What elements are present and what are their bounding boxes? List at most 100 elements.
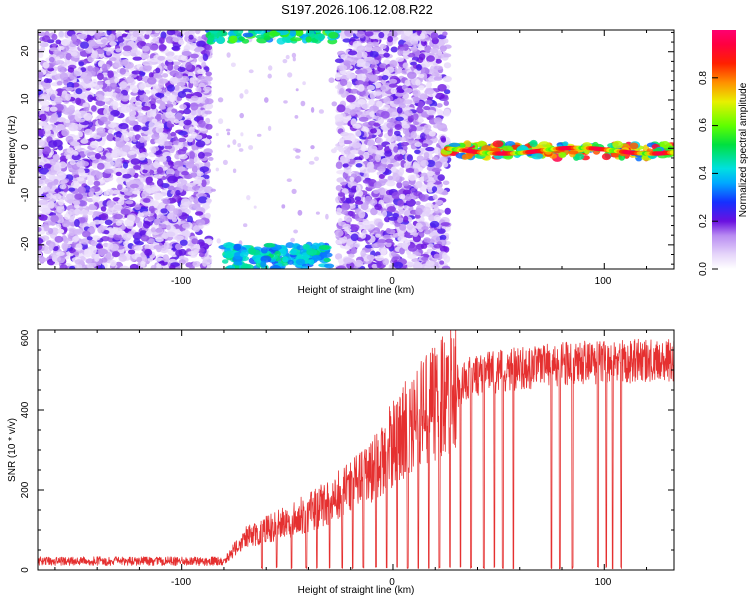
heatmap-cell [334, 58, 344, 63]
heatmap-cell [144, 33, 150, 40]
heatmap-cell [132, 30, 140, 38]
heatmap-cell [166, 120, 172, 128]
heatmap-cell [75, 243, 83, 251]
heatmap-cell [175, 71, 183, 79]
heatmap-cell [243, 223, 248, 228]
heatmap-cell [379, 187, 386, 196]
heatmap-cell [374, 154, 382, 163]
heatmap-cell [55, 251, 65, 256]
heatmap-cell [336, 121, 344, 126]
heatmap-cell [119, 67, 127, 75]
heatmap-cell [386, 66, 395, 73]
heatmap-cell [295, 88, 299, 92]
heatmap-cell [90, 52, 98, 59]
heatmap-cell [407, 244, 418, 252]
heatmap-cell [207, 156, 214, 161]
heatmap-cell [238, 148, 244, 152]
heatmap-cell [52, 193, 62, 200]
heatmap-cell [131, 70, 141, 75]
heatmap-cell [374, 203, 382, 210]
heatmap-cell [531, 153, 544, 160]
heatmap-cell [178, 130, 188, 136]
heatmap-cell [380, 84, 390, 92]
heatmap-cell [444, 207, 451, 215]
heatmap-cell [43, 225, 50, 232]
heatmap-cell [246, 195, 251, 201]
heatmap-cell [94, 254, 100, 262]
heatmap-cell [415, 79, 421, 86]
heatmap-cell [282, 256, 289, 263]
heatmap-cell [403, 99, 413, 105]
heatmap-cell [149, 44, 159, 51]
heatmap-cell [100, 39, 108, 44]
heatmap-cell [61, 129, 70, 137]
heatmap-cell [244, 89, 249, 95]
heatmap-cell [186, 135, 194, 143]
heatmap-cell [123, 137, 130, 142]
heatmap-cell [383, 52, 390, 58]
heatmap-cell [43, 221, 54, 226]
heatmap-cell [417, 45, 425, 51]
heatmap-cell [118, 254, 127, 262]
heatmap-cell [218, 118, 224, 125]
heatmap-cell [94, 147, 102, 153]
heatmap-cell [294, 115, 299, 119]
heatmap-cell [196, 219, 206, 226]
heatmap-cell [419, 193, 426, 201]
heatmap-cell [346, 94, 356, 103]
heatmap-cell [401, 242, 409, 250]
heatmap-cell [155, 67, 161, 74]
heatmap-cell [215, 132, 219, 137]
heatmap-cell [95, 31, 101, 40]
heatmap-cells [38, 30, 674, 269]
heatmap-ytick-label: -20 [20, 236, 31, 251]
heatmap-cell [88, 30, 96, 36]
heatmap-cell [128, 103, 136, 110]
heatmap-cell [389, 60, 398, 68]
heatmap-cell [42, 82, 51, 90]
heatmap-cell [39, 110, 45, 115]
heatmap-cell [162, 254, 170, 263]
heatmap-cell [115, 48, 122, 53]
heatmap-cell [441, 265, 451, 269]
heatmap-cell [397, 217, 404, 224]
heatmap-cell [377, 239, 387, 244]
figure-title: S197.2026.106.12.08.R22 [281, 2, 433, 17]
heatmap-cell [86, 236, 93, 241]
heatmap-cell [48, 56, 55, 63]
heatmap-cell [355, 163, 363, 168]
heatmap-cell [293, 229, 298, 234]
heatmap-cell [386, 122, 396, 129]
heatmap-cell [72, 200, 81, 206]
heatmap-cell [433, 253, 441, 259]
heatmap-cell [289, 30, 297, 37]
heatmap-cell [158, 43, 167, 52]
heatmap-cell [405, 168, 415, 173]
heatmap-cell [425, 82, 432, 89]
heatmap-cell [160, 31, 167, 39]
heatmap-cell [440, 222, 450, 227]
heatmap-cell [290, 237, 295, 243]
heatmap-cell [78, 61, 85, 67]
heatmap-cell [154, 30, 160, 34]
heatmap-cell [79, 33, 88, 40]
heatmap-cell [122, 173, 132, 179]
heatmap-cell [74, 193, 83, 200]
heatmap-cell [177, 66, 186, 73]
heatmap-cell [426, 55, 435, 62]
heatmap-cell [233, 243, 242, 251]
heatmap-cell [433, 204, 439, 212]
heatmap-cell [88, 262, 97, 268]
heatmap-cell [402, 128, 410, 135]
heatmap-cell [56, 123, 65, 130]
heatmap-cell [198, 252, 205, 257]
heatmap-cell [461, 154, 469, 160]
heatmap-cell [437, 84, 447, 92]
heatmap-cell [202, 53, 209, 61]
heatmap-xlabel: Height of straight line (km) [298, 285, 415, 296]
heatmap-cell [38, 180, 44, 185]
heatmap-cell [270, 31, 281, 37]
heatmap-cell [436, 103, 443, 108]
heatmap-cell [253, 205, 257, 209]
heatmap-cell [65, 53, 72, 61]
